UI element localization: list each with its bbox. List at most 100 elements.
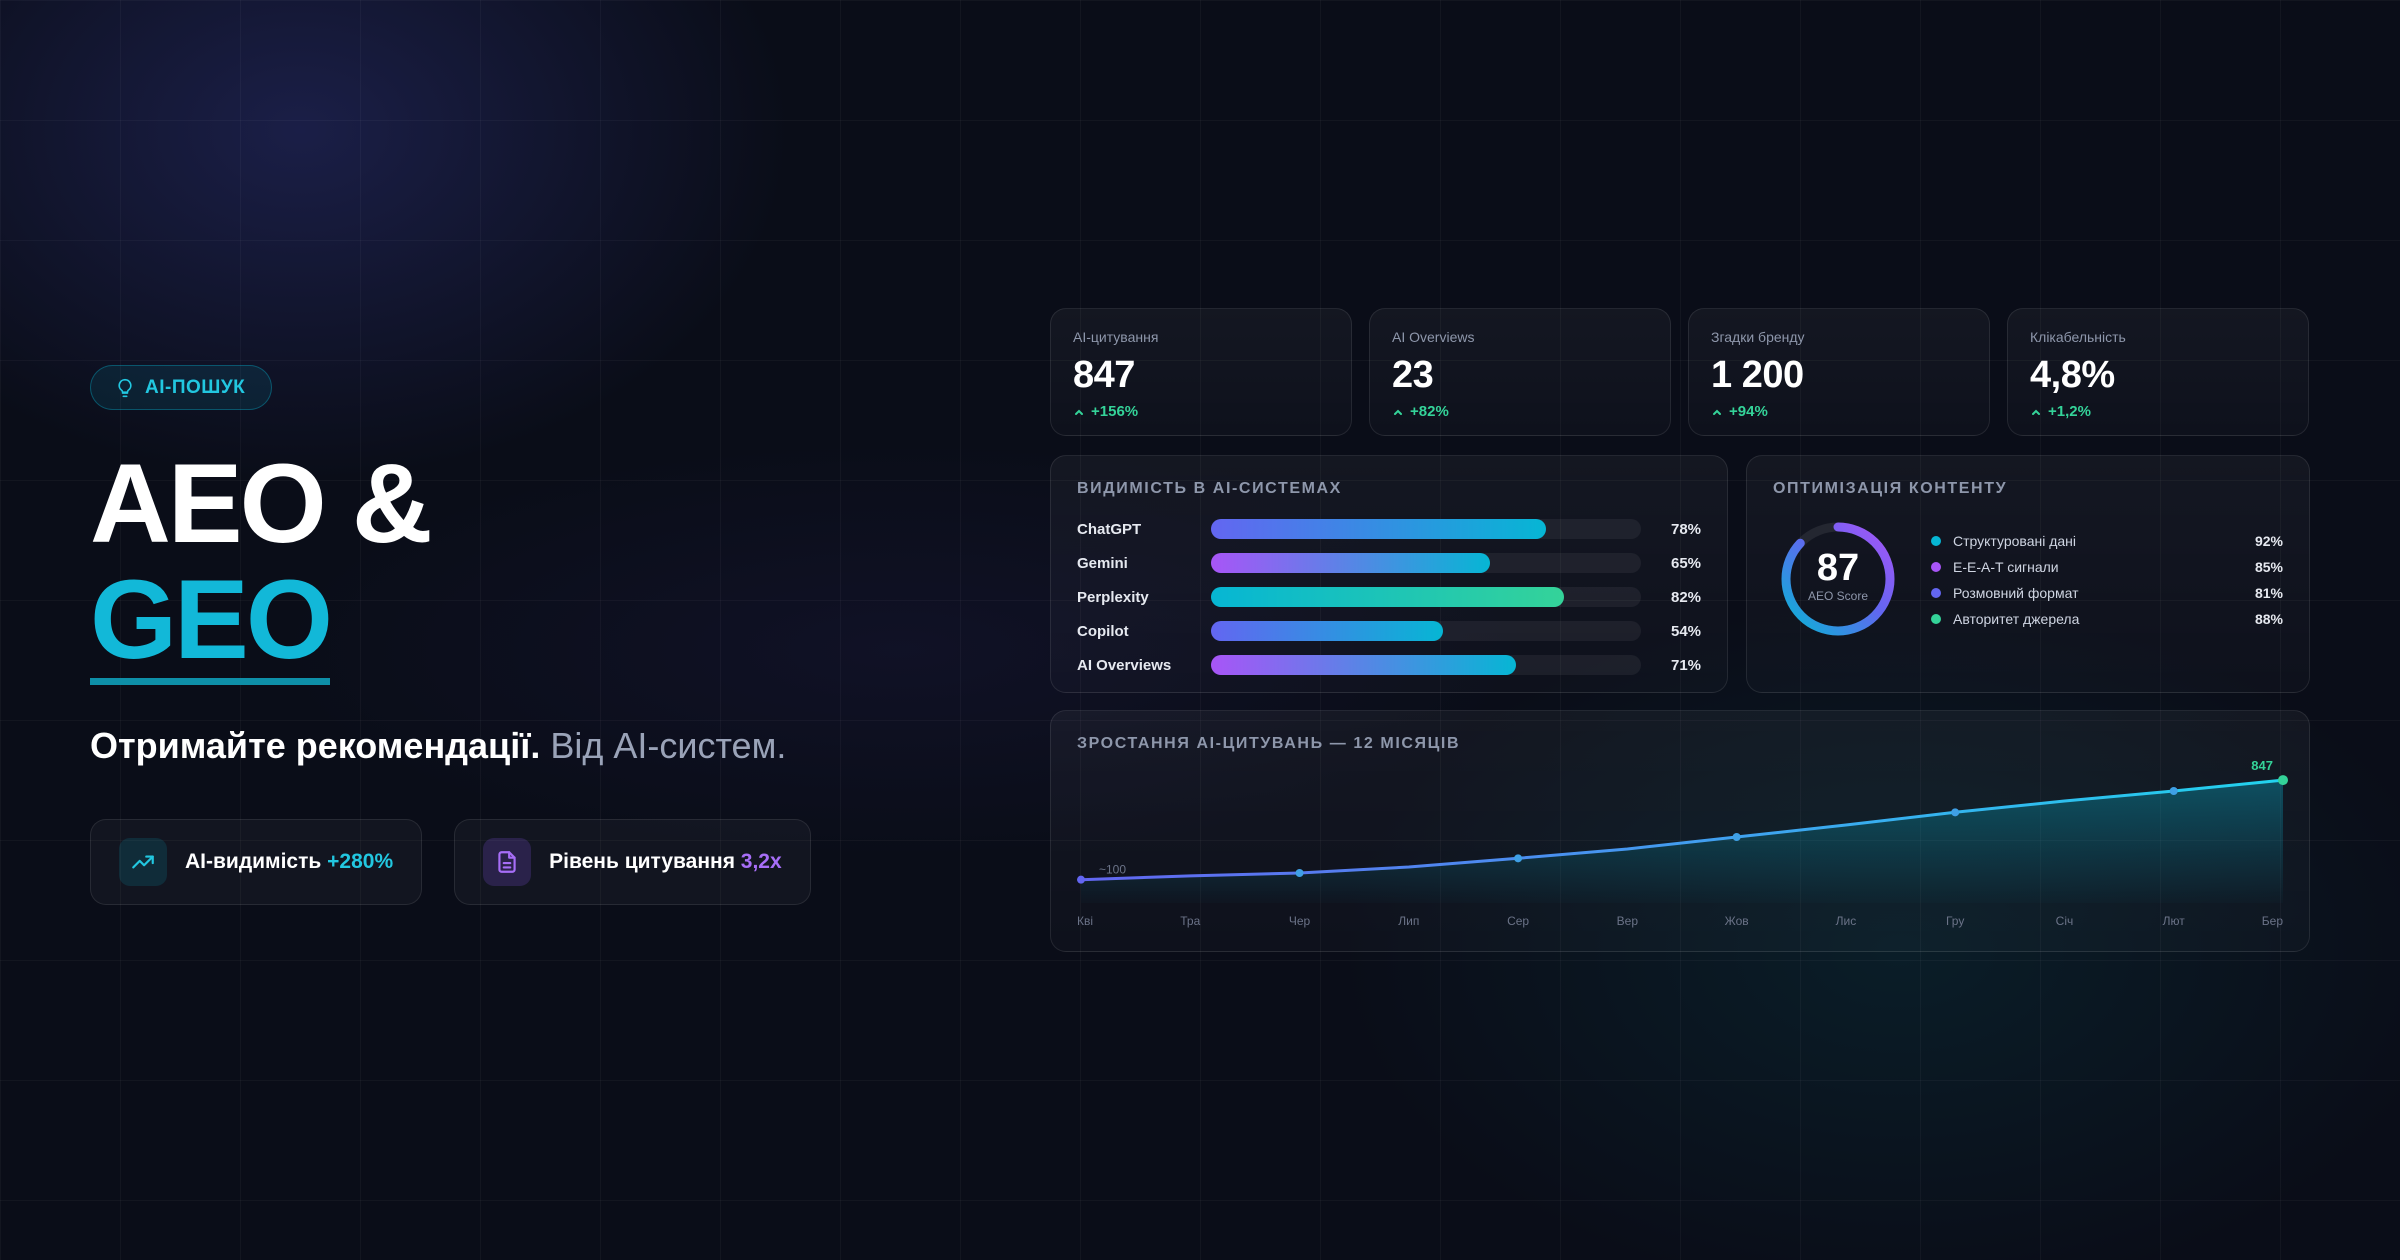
growth-point <box>2278 775 2288 786</box>
growth-point <box>1077 875 1085 884</box>
subtitle-muted: Від AI-систем. <box>540 725 787 766</box>
title-line-2: GEO <box>90 564 333 685</box>
x-tick-label: Сер <box>1507 914 1529 928</box>
optimization-pct: 92% <box>2254 533 2283 549</box>
growth-chart: ~100 847 Кві Тра Чер Лип Сер Вер Жов Лис Гру Січ Лют… <box>1077 758 2288 928</box>
kpi-card-ai-overviews: AI Overviews 23 +82% <box>1369 308 1671 436</box>
optimization-pct: 81% <box>2254 585 2283 601</box>
optimization-name: E-E-A-T сигнали <box>1953 559 2059 575</box>
lightbulb-icon <box>118 378 132 397</box>
dot-icon <box>1931 614 1941 624</box>
growth-chart-card: ЗРОСТАННЯ AI-ЦИТУВАНЬ — 12 МІСЯЦІВ ~100 8… <box>1050 710 2310 952</box>
chevron-up-icon <box>1394 409 1402 415</box>
pill-label: AI-видимість <box>185 850 328 873</box>
optimization-item: Авторитет джерела 88% <box>1931 606 2283 632</box>
x-tick-label: Жов <box>1725 914 1749 928</box>
kpi-card-brand-mentions: Згадки бренду 1 200 +94% <box>1688 308 1990 436</box>
visibility-row-chatgpt: ChatGPT 78% <box>1077 512 1701 546</box>
visibility-row-ai-overviews: AI Overviews 71% <box>1077 648 1701 682</box>
aeo-score-value: 87 <box>1816 547 1860 589</box>
chevron-up-icon <box>1713 409 1721 415</box>
visibility-bar <box>1210 655 1517 675</box>
document-icon <box>498 851 516 873</box>
kpi-label: Згадки бренду <box>1711 329 1805 345</box>
kpi-value: 4,8% <box>2030 354 2115 396</box>
visibility-bar <box>1210 587 1564 607</box>
title-line-1: AEO & <box>90 441 433 566</box>
kpi-delta: +82% <box>1392 403 1648 420</box>
chevron-up-icon <box>2032 409 2040 415</box>
kpi-label: Клікабельність <box>2030 329 2126 345</box>
visibility-bar <box>1210 519 1547 539</box>
badge-label: AI-ПОШУК <box>145 376 246 398</box>
growth-start-label: ~100 <box>1099 863 1126 877</box>
growth-point <box>1951 808 1960 817</box>
visibility-track <box>1210 587 1642 607</box>
optimization-name: Розмовний формат <box>1953 585 2079 601</box>
ai-search-badge: AI-ПОШУК <box>90 365 273 410</box>
visibility-name: ChatGPT <box>1077 520 1142 538</box>
subtitle-strong: Отримайте рекомендації. <box>90 725 541 766</box>
growth-chart-title: ЗРОСТАННЯ AI-ЦИТУВАНЬ — 12 МІСЯЦІВ <box>1077 735 1461 752</box>
visibility-pct: 82% <box>1670 588 1702 606</box>
kpi-card-ctr: Клікабельність 4,8% +1,2% <box>2007 308 2309 436</box>
x-tick-label: Тра <box>1180 914 1200 928</box>
kpi-delta-value: +156% <box>1091 403 1139 420</box>
growth-point <box>1514 854 1523 863</box>
growth-point <box>1732 833 1741 841</box>
dot-icon <box>1931 588 1941 598</box>
visibility-track <box>1210 553 1642 573</box>
kpi-value: 23 <box>1392 354 1434 396</box>
visibility-track <box>1210 621 1642 641</box>
optimization-item: E-E-A-T сигнали 85% <box>1931 554 2283 580</box>
x-tick-label: Лип <box>1398 914 1419 928</box>
page-title: AEO & GEO <box>90 448 990 685</box>
optimization-name: Авторитет джерела <box>1953 611 2080 627</box>
kpi-label: AI Overviews <box>1392 329 1475 345</box>
optimization-title: ОПТИМІЗАЦІЯ КОНТЕНТУ <box>1773 480 2008 497</box>
stat-pills: AI-видимість +280% Рівень цитування 3,2x <box>90 819 990 905</box>
growth-point <box>2169 787 2178 795</box>
subtitle: Отримайте рекомендації. Від AI-систем. <box>90 725 990 767</box>
x-tick-label: Лют <box>2163 914 2186 928</box>
growth-end-label: 847 <box>2251 758 2273 773</box>
visibility-name: Perplexity <box>1077 588 1149 606</box>
aeo-score-gauge <box>1781 522 1895 636</box>
kpi-delta: +156% <box>1073 403 1329 420</box>
x-tick-label: Січ <box>2056 914 2074 928</box>
visibility-name: Copilot <box>1077 622 1129 640</box>
kpi-value: 1 200 <box>1711 354 1804 396</box>
x-tick-label: Бер <box>2262 914 2284 928</box>
pill-icon-wrap <box>119 838 167 886</box>
visibility-pct: 54% <box>1670 622 1702 640</box>
optimization-pct: 85% <box>2254 559 2283 575</box>
visibility-pct: 65% <box>1670 554 1702 572</box>
visibility-track <box>1210 519 1642 539</box>
pill-label: Рівень цитування <box>549 850 741 873</box>
pill-value: +280% <box>327 850 394 873</box>
citation-rate-pill: Рівень цитування 3,2x <box>454 819 811 905</box>
dot-icon <box>1931 536 1941 546</box>
visibility-card: ВИДИМІСТЬ В AI-СИСТЕМАХ ChatGPT 78% Gemi… <box>1050 455 1728 693</box>
visibility-bar <box>1210 553 1491 573</box>
visibility-bar <box>1210 621 1444 641</box>
visibility-rows: ChatGPT 78% Gemini 65% Perplexity 82% Co… <box>1077 512 1701 682</box>
optimization-item: Структуровані дані 92% <box>1931 528 2283 554</box>
optimization-card: ОПТИМІЗАЦІЯ КОНТЕНТУ 87 AEO Score Структ… <box>1746 455 2310 693</box>
kpi-delta-value: +1,2% <box>2048 403 2091 420</box>
visibility-name: AI Overviews <box>1077 656 1172 674</box>
kpi-delta-value: +94% <box>1729 403 1768 420</box>
growth-point <box>1295 869 1304 877</box>
kpi-label: AI-цитування <box>1073 329 1159 345</box>
trending-up-icon <box>132 855 154 869</box>
pill-text: Рівень цитування 3,2x <box>549 850 782 874</box>
kpi-value: 847 <box>1073 354 1135 396</box>
visibility-title: ВИДИМІСТЬ В AI-СИСТЕМАХ <box>1077 480 1342 497</box>
kpi-delta: +1,2% <box>2030 403 2286 420</box>
dot-icon <box>1931 562 1941 572</box>
gauge-arc <box>1781 522 1895 636</box>
aeo-score-caption: AEO Score <box>1807 589 1869 603</box>
pill-text: AI-видимість +280% <box>185 850 393 874</box>
optimization-pct: 88% <box>2254 611 2283 627</box>
pill-value: 3,2x <box>740 850 782 873</box>
